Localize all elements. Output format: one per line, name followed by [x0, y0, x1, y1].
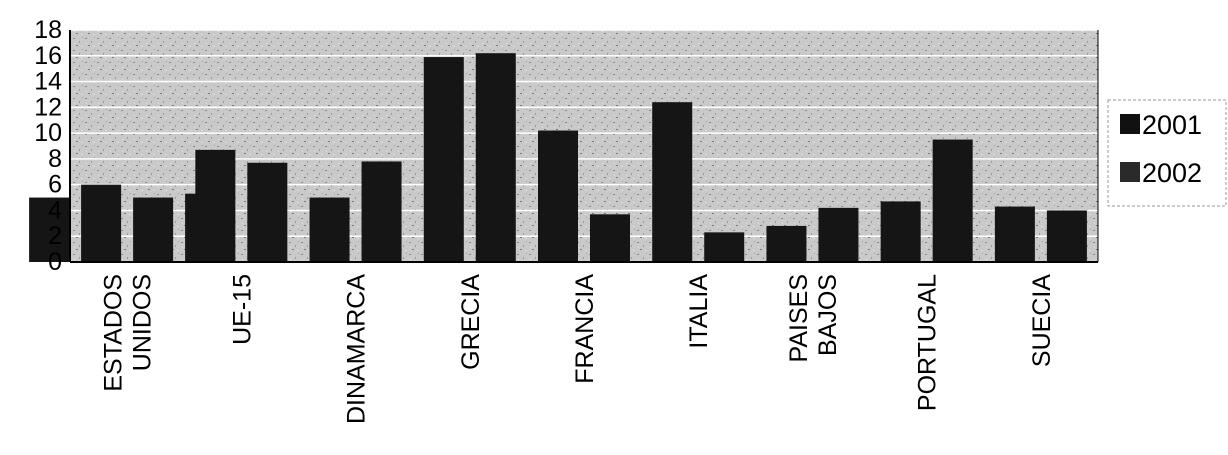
- bar: [361, 161, 402, 262]
- x-tick-label: SUECIA: [1028, 274, 1056, 367]
- bar: [423, 57, 464, 262]
- bars: [29, 53, 1087, 263]
- x-tick-label: PORTUGAL: [914, 274, 942, 411]
- bar: [538, 130, 578, 262]
- bar: [309, 197, 350, 262]
- x-tick-label: FRANCIA: [571, 274, 599, 384]
- y-tick-label: 2: [48, 222, 62, 250]
- bar: [247, 162, 288, 262]
- axes: [69, 30, 1099, 263]
- bar: [704, 232, 745, 262]
- x-tick-label: BAJOS: [814, 274, 842, 356]
- x-tick-label: DINAMARCA: [343, 274, 371, 424]
- x-axis-ticks: ESTADOS UNIDOS UE-15 DINAMARCA GRECIA FRANCIA…: [100, 274, 1056, 424]
- y-tick-label: 6: [48, 171, 62, 199]
- x-tick-label: GRECIA: [457, 274, 485, 370]
- bar: [818, 207, 859, 262]
- x-tick-label: ITALIA: [685, 274, 713, 349]
- x-tick-label: PAISES: [785, 274, 813, 362]
- legend-swatch: [1120, 162, 1140, 182]
- x-tick-label: UE-15: [228, 274, 256, 345]
- gridlines: [70, 29, 1098, 237]
- legend-swatch: [1120, 114, 1140, 134]
- bar: [1046, 210, 1087, 262]
- bar: [994, 206, 1035, 262]
- bar: [766, 225, 807, 262]
- bar: [475, 53, 516, 263]
- bar: [652, 102, 693, 262]
- y-tick-label: 10: [34, 119, 62, 147]
- x-tick-label: UNIDOS: [129, 274, 157, 371]
- bar: [81, 184, 122, 262]
- y-tick-label: 14: [34, 68, 62, 96]
- bar: [590, 214, 630, 262]
- y-tick-label: 0: [48, 248, 62, 276]
- legend: 2001 2002: [1107, 99, 1227, 207]
- plot-background: [70, 30, 1098, 262]
- bar: [195, 149, 236, 262]
- y-tick-label: 16: [34, 42, 62, 70]
- bar: [133, 197, 174, 262]
- y-tick-label: 4: [48, 196, 62, 224]
- bar: [932, 139, 973, 262]
- bar: [880, 201, 921, 262]
- y-tick-label: 18: [34, 16, 62, 44]
- x-tick-label: ESTADOS: [100, 274, 128, 392]
- legend-label: 2001: [1142, 110, 1202, 140]
- y-tick-label: 8: [48, 145, 62, 173]
- y-tick-label: 12: [34, 93, 62, 121]
- plot-area: [29, 29, 1099, 263]
- legend-label: 2002: [1142, 158, 1202, 188]
- bar: [29, 197, 70, 262]
